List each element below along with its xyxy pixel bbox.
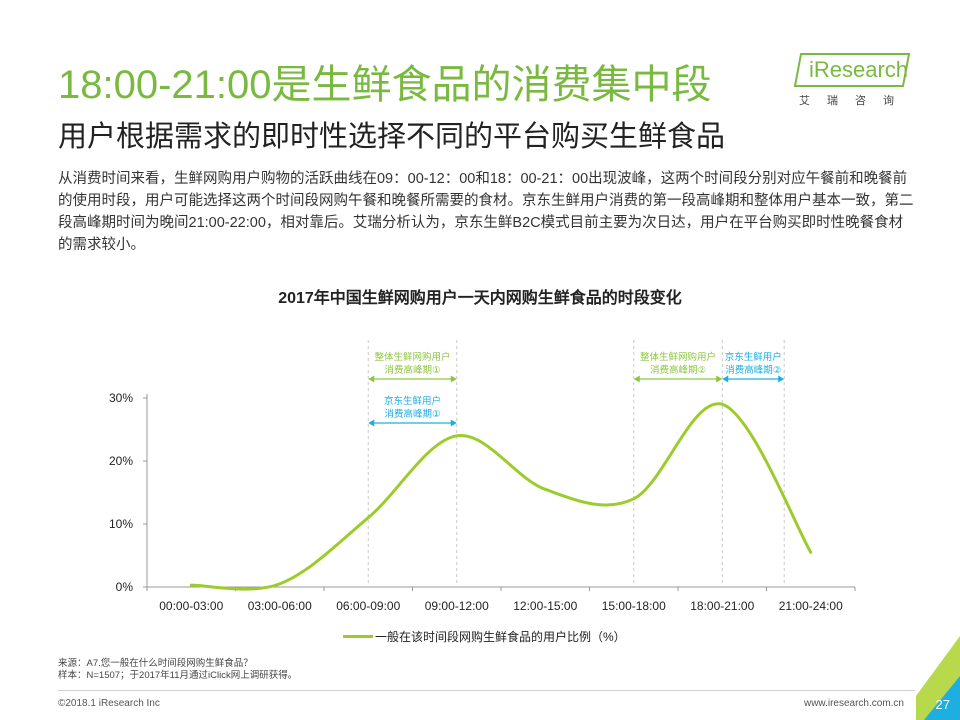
footer-url: www.iresearch.com.cn bbox=[803, 698, 904, 709]
iresearch-logo: iResearch 艾瑞咨询 bbox=[793, 52, 911, 108]
x-tick-label: 18:00-21:00 bbox=[690, 599, 754, 613]
y-tick-label: 10% bbox=[109, 517, 133, 531]
arrow-left-icon bbox=[633, 375, 640, 383]
x-tick-label: 00:00-03:00 bbox=[159, 599, 223, 613]
sample-line: 样本：N=1507；于2017年11月通过iClick网上调研获得。 bbox=[58, 670, 298, 681]
x-tick-label: 21:00-24:00 bbox=[779, 599, 843, 613]
page-title: 18:00-21:00是生鲜食品的消费集中段 bbox=[58, 63, 712, 107]
chart-title: 2017年中国生鲜网购用户一天内网购生鲜食品的时段变化 bbox=[278, 290, 682, 307]
arrow-right-icon bbox=[716, 375, 723, 383]
x-tick-label: 03:00-06:00 bbox=[248, 599, 312, 613]
annotation-label: 消费高峰期① bbox=[384, 364, 440, 376]
arrow-left-icon bbox=[722, 375, 729, 383]
chart-legend: 一般在该时间段网购生鲜食品的用户比例（%） bbox=[343, 628, 626, 645]
annotation-label: 消费高峰期② bbox=[650, 364, 706, 376]
logo-subtitle: 艾瑞咨询 bbox=[799, 95, 911, 107]
legend-swatch bbox=[343, 635, 373, 638]
legend-label: 一般在该时间段网购生鲜食品的用户比例（%） bbox=[375, 630, 626, 644]
series-line bbox=[189, 402, 813, 591]
footer-divider bbox=[58, 690, 915, 691]
logo-frame-icon bbox=[793, 53, 911, 87]
x-tick-label: 12:00-15:00 bbox=[513, 599, 577, 613]
x-tick-label: 09:00-12:00 bbox=[425, 599, 489, 613]
arrow-left-icon bbox=[368, 375, 375, 383]
arrow-left-icon bbox=[368, 419, 375, 427]
annotation-label: 消费高峰期① bbox=[384, 408, 440, 420]
corner-decoration-icon bbox=[916, 636, 960, 720]
annotation-label: 京东生鲜用户 bbox=[725, 351, 782, 363]
y-tick-label: 20% bbox=[109, 454, 133, 468]
page-number: 27 bbox=[935, 697, 950, 712]
y-tick-label: 30% bbox=[109, 391, 133, 405]
annotation-label: 京东生鲜用户 bbox=[384, 395, 441, 407]
logo-brand: iResearch bbox=[809, 57, 909, 82]
footer-copyright: ©2018.1 iResearch Inc bbox=[58, 698, 160, 709]
x-tick-label: 06:00-09:00 bbox=[336, 599, 400, 613]
x-tick-label: 15:00-18:00 bbox=[602, 599, 666, 613]
annotation-label: 消费高峰期② bbox=[725, 364, 781, 376]
annotation-label: 整体生鲜网购用户 bbox=[640, 351, 716, 363]
y-tick-label: 0% bbox=[116, 580, 134, 594]
annotation-label: 整体生鲜网购用户 bbox=[374, 351, 450, 363]
arrow-right-icon bbox=[450, 419, 457, 427]
arrow-right-icon bbox=[778, 375, 785, 383]
source-line: 来源：A7.您一般在什么时间段网购生鲜食品？ bbox=[58, 658, 253, 669]
source-note: 来源：A7.您一般在什么时间段网购生鲜食品？ 样本：N=1507；于2017年1… bbox=[58, 658, 297, 682]
body-paragraph: 从消费时间来看，生鲜网购用户购物的活跃曲线在09：00-12：00和18：00-… bbox=[58, 171, 914, 253]
arrow-right-icon bbox=[450, 375, 457, 383]
page-subtitle: 用户根据需求的即时性选择不同的平台购买生鲜食品 bbox=[58, 121, 726, 153]
